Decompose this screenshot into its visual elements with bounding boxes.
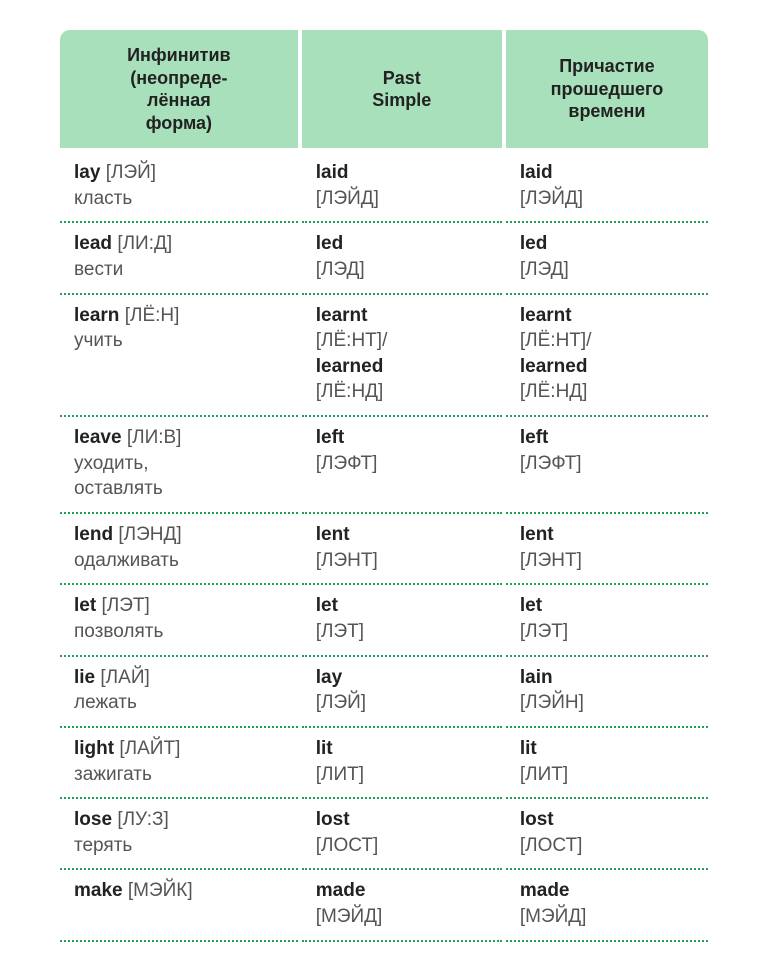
cell-past-participle: left[ЛЭФТ] (504, 416, 708, 513)
cell-infinitive: let [ЛЭТ]позволять (60, 584, 300, 655)
cell-infinitive: leave [ЛИ:В]уходить,оставлять (60, 416, 300, 513)
table-header-row: Инфинитив (неопреде- лённая форма) Past … (60, 30, 708, 150)
cell-infinitive: lead [ЛИ:Д]вести (60, 222, 300, 293)
col-header-past-participle: Причастие прошедшего времени (504, 30, 708, 150)
cell-past-participle: lent[ЛЭНТ] (504, 513, 708, 584)
col-header-past-simple: Past Simple (300, 30, 504, 150)
cell-past-participle: learnt[ЛЁ:НТ]/learned[ЛЁ:НД] (504, 294, 708, 417)
cell-past-simple: lay[ЛЭЙ] (300, 656, 504, 727)
cell-infinitive: learn [ЛЁ:Н]учить (60, 294, 300, 417)
table-row: let [ЛЭТ]позволятьlet[ЛЭТ]let[ЛЭТ] (60, 584, 708, 655)
cell-past-participle: led[ЛЭД] (504, 222, 708, 293)
cell-past-simple: laid[ЛЭЙД] (300, 150, 504, 222)
cell-infinitive: lend [ЛЭНД]одалживать (60, 513, 300, 584)
cell-past-simple: lost[ЛОСТ] (300, 798, 504, 869)
cell-infinitive: make [МЭЙК] (60, 869, 300, 940)
table-row: make [МЭЙК]made[МЭЙД]made[МЭЙД] (60, 869, 708, 940)
cell-past-simple: learnt[ЛЁ:НТ]/learned[ЛЁ:НД] (300, 294, 504, 417)
irregular-verbs-table: Инфинитив (неопреде- лённая форма) Past … (60, 30, 708, 942)
cell-past-simple: led[ЛЭД] (300, 222, 504, 293)
cell-past-simple: lit[ЛИТ] (300, 727, 504, 798)
cell-past-participle: laid[ЛЭЙД] (504, 150, 708, 222)
table-row: leave [ЛИ:В]уходить,оставлятьleft[ЛЭФТ]l… (60, 416, 708, 513)
table-row: light [ЛАЙТ]зажигатьlit[ЛИТ]lit[ЛИТ] (60, 727, 708, 798)
table-row: lead [ЛИ:Д]вестиled[ЛЭД]led[ЛЭД] (60, 222, 708, 293)
cell-past-participle: let[ЛЭТ] (504, 584, 708, 655)
table-row: lay [ЛЭЙ]кластьlaid[ЛЭЙД]laid[ЛЭЙД] (60, 150, 708, 222)
cell-past-simple: left[ЛЭФТ] (300, 416, 504, 513)
table-row: lose [ЛУ:З]терятьlost[ЛОСТ]lost[ЛОСТ] (60, 798, 708, 869)
col-header-infinitive: Инфинитив (неопреде- лённая форма) (60, 30, 300, 150)
cell-past-participle: lit[ЛИТ] (504, 727, 708, 798)
cell-infinitive: lay [ЛЭЙ]класть (60, 150, 300, 222)
cell-past-participle: made[МЭЙД] (504, 869, 708, 940)
table-row: lie [ЛАЙ]лежатьlay[ЛЭЙ]lain[ЛЭЙН] (60, 656, 708, 727)
table-row: lend [ЛЭНД]одалживатьlent[ЛЭНТ]lent[ЛЭНТ… (60, 513, 708, 584)
table-row: learn [ЛЁ:Н]учитьlearnt[ЛЁ:НТ]/learned[Л… (60, 294, 708, 417)
cell-past-participle: lain[ЛЭЙН] (504, 656, 708, 727)
cell-past-simple: lent[ЛЭНТ] (300, 513, 504, 584)
cell-past-simple: made[МЭЙД] (300, 869, 504, 940)
cell-infinitive: lie [ЛАЙ]лежать (60, 656, 300, 727)
cell-infinitive: lose [ЛУ:З]терять (60, 798, 300, 869)
cell-past-participle: lost[ЛОСТ] (504, 798, 708, 869)
cell-past-simple: let[ЛЭТ] (300, 584, 504, 655)
cell-infinitive: light [ЛАЙТ]зажигать (60, 727, 300, 798)
